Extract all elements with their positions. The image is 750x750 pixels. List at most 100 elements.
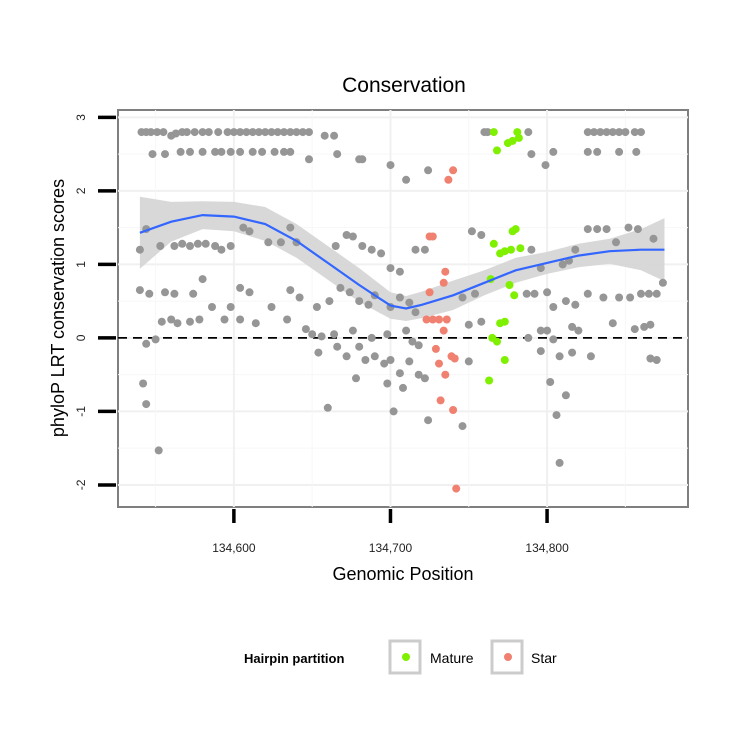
data-point [270,147,279,156]
data-point [156,242,165,250]
x-tick-label: 134,600 [212,541,256,555]
data-point [333,150,342,159]
mature-point [508,227,517,236]
data-point [239,223,248,232]
star-point [428,232,437,241]
data-point [530,289,539,298]
data-point [258,147,267,156]
data-point [383,330,392,339]
mature-point [489,239,498,248]
data-point [330,131,339,140]
data-point [555,458,564,467]
data-point [652,289,661,298]
data-point [226,242,235,250]
data-point [649,234,658,243]
data-point [330,330,339,339]
data-point [541,161,550,170]
data-point [361,356,370,364]
data-point [298,128,307,137]
data-point [161,150,169,159]
data-point [182,128,191,137]
data-point [658,278,667,287]
data-point [204,128,213,137]
data-point [195,315,204,324]
data-point [217,245,226,254]
mature-point [500,247,509,256]
star-point [449,406,458,414]
data-point [561,297,570,306]
data-point [593,225,602,234]
mature-point [493,146,501,155]
data-point [522,289,531,298]
data-point [402,175,411,184]
data-point [471,289,479,298]
axes: -2 -1 0 1 2 3 134,600 134,700 134,800 [74,114,569,555]
data-point [552,411,561,420]
data-point [420,374,429,383]
mature-point [485,376,494,385]
data-point [345,288,354,297]
data-point [568,348,577,357]
data-point [464,357,473,366]
data-point [170,289,179,298]
star-point [435,315,443,324]
data-point [336,283,345,292]
data-point [320,131,329,140]
data-point [186,147,194,156]
data-point [226,303,235,311]
data-point [264,238,273,247]
data-point [395,293,404,302]
data-point [386,161,395,170]
data-point [549,147,558,156]
data-point [251,319,260,328]
data-point [331,242,340,250]
data-point [358,155,367,164]
data-point [352,374,360,383]
data-point [602,128,611,137]
mature-point [500,356,509,364]
data-point [170,242,179,250]
mature-point [500,317,509,326]
data-point [295,293,304,302]
data-point [254,128,263,137]
star-point [428,315,437,324]
data-point [593,147,602,156]
data-point [198,275,207,284]
data-point [245,288,254,297]
y-tick-label: -2 [74,479,88,490]
data-point [405,357,414,366]
data-point [561,391,570,400]
data-point [325,297,334,306]
data-point [367,333,376,342]
data-point [342,231,351,239]
data-point [280,128,288,137]
data-point [402,326,411,335]
data-point [632,147,641,156]
data-point [217,147,226,156]
data-point [193,239,202,248]
data-point [608,128,617,137]
data-point [546,378,555,386]
data-point [608,319,617,328]
mature-point [508,136,517,145]
data-point [464,320,473,329]
data-point [637,289,645,298]
data-points [135,128,667,493]
data-point [151,335,160,344]
data-point [477,231,486,239]
data-point [637,128,645,137]
data-point [236,283,245,292]
data-point [248,128,257,137]
data-point [236,315,245,324]
data-point [236,147,245,156]
data-point [383,379,392,388]
data-point [640,322,649,331]
data-point [355,342,364,351]
data-point [305,128,313,137]
data-point [652,356,661,364]
data-point [198,128,207,137]
data-point [201,239,210,248]
mature-point [489,128,498,137]
data-point [399,383,407,392]
